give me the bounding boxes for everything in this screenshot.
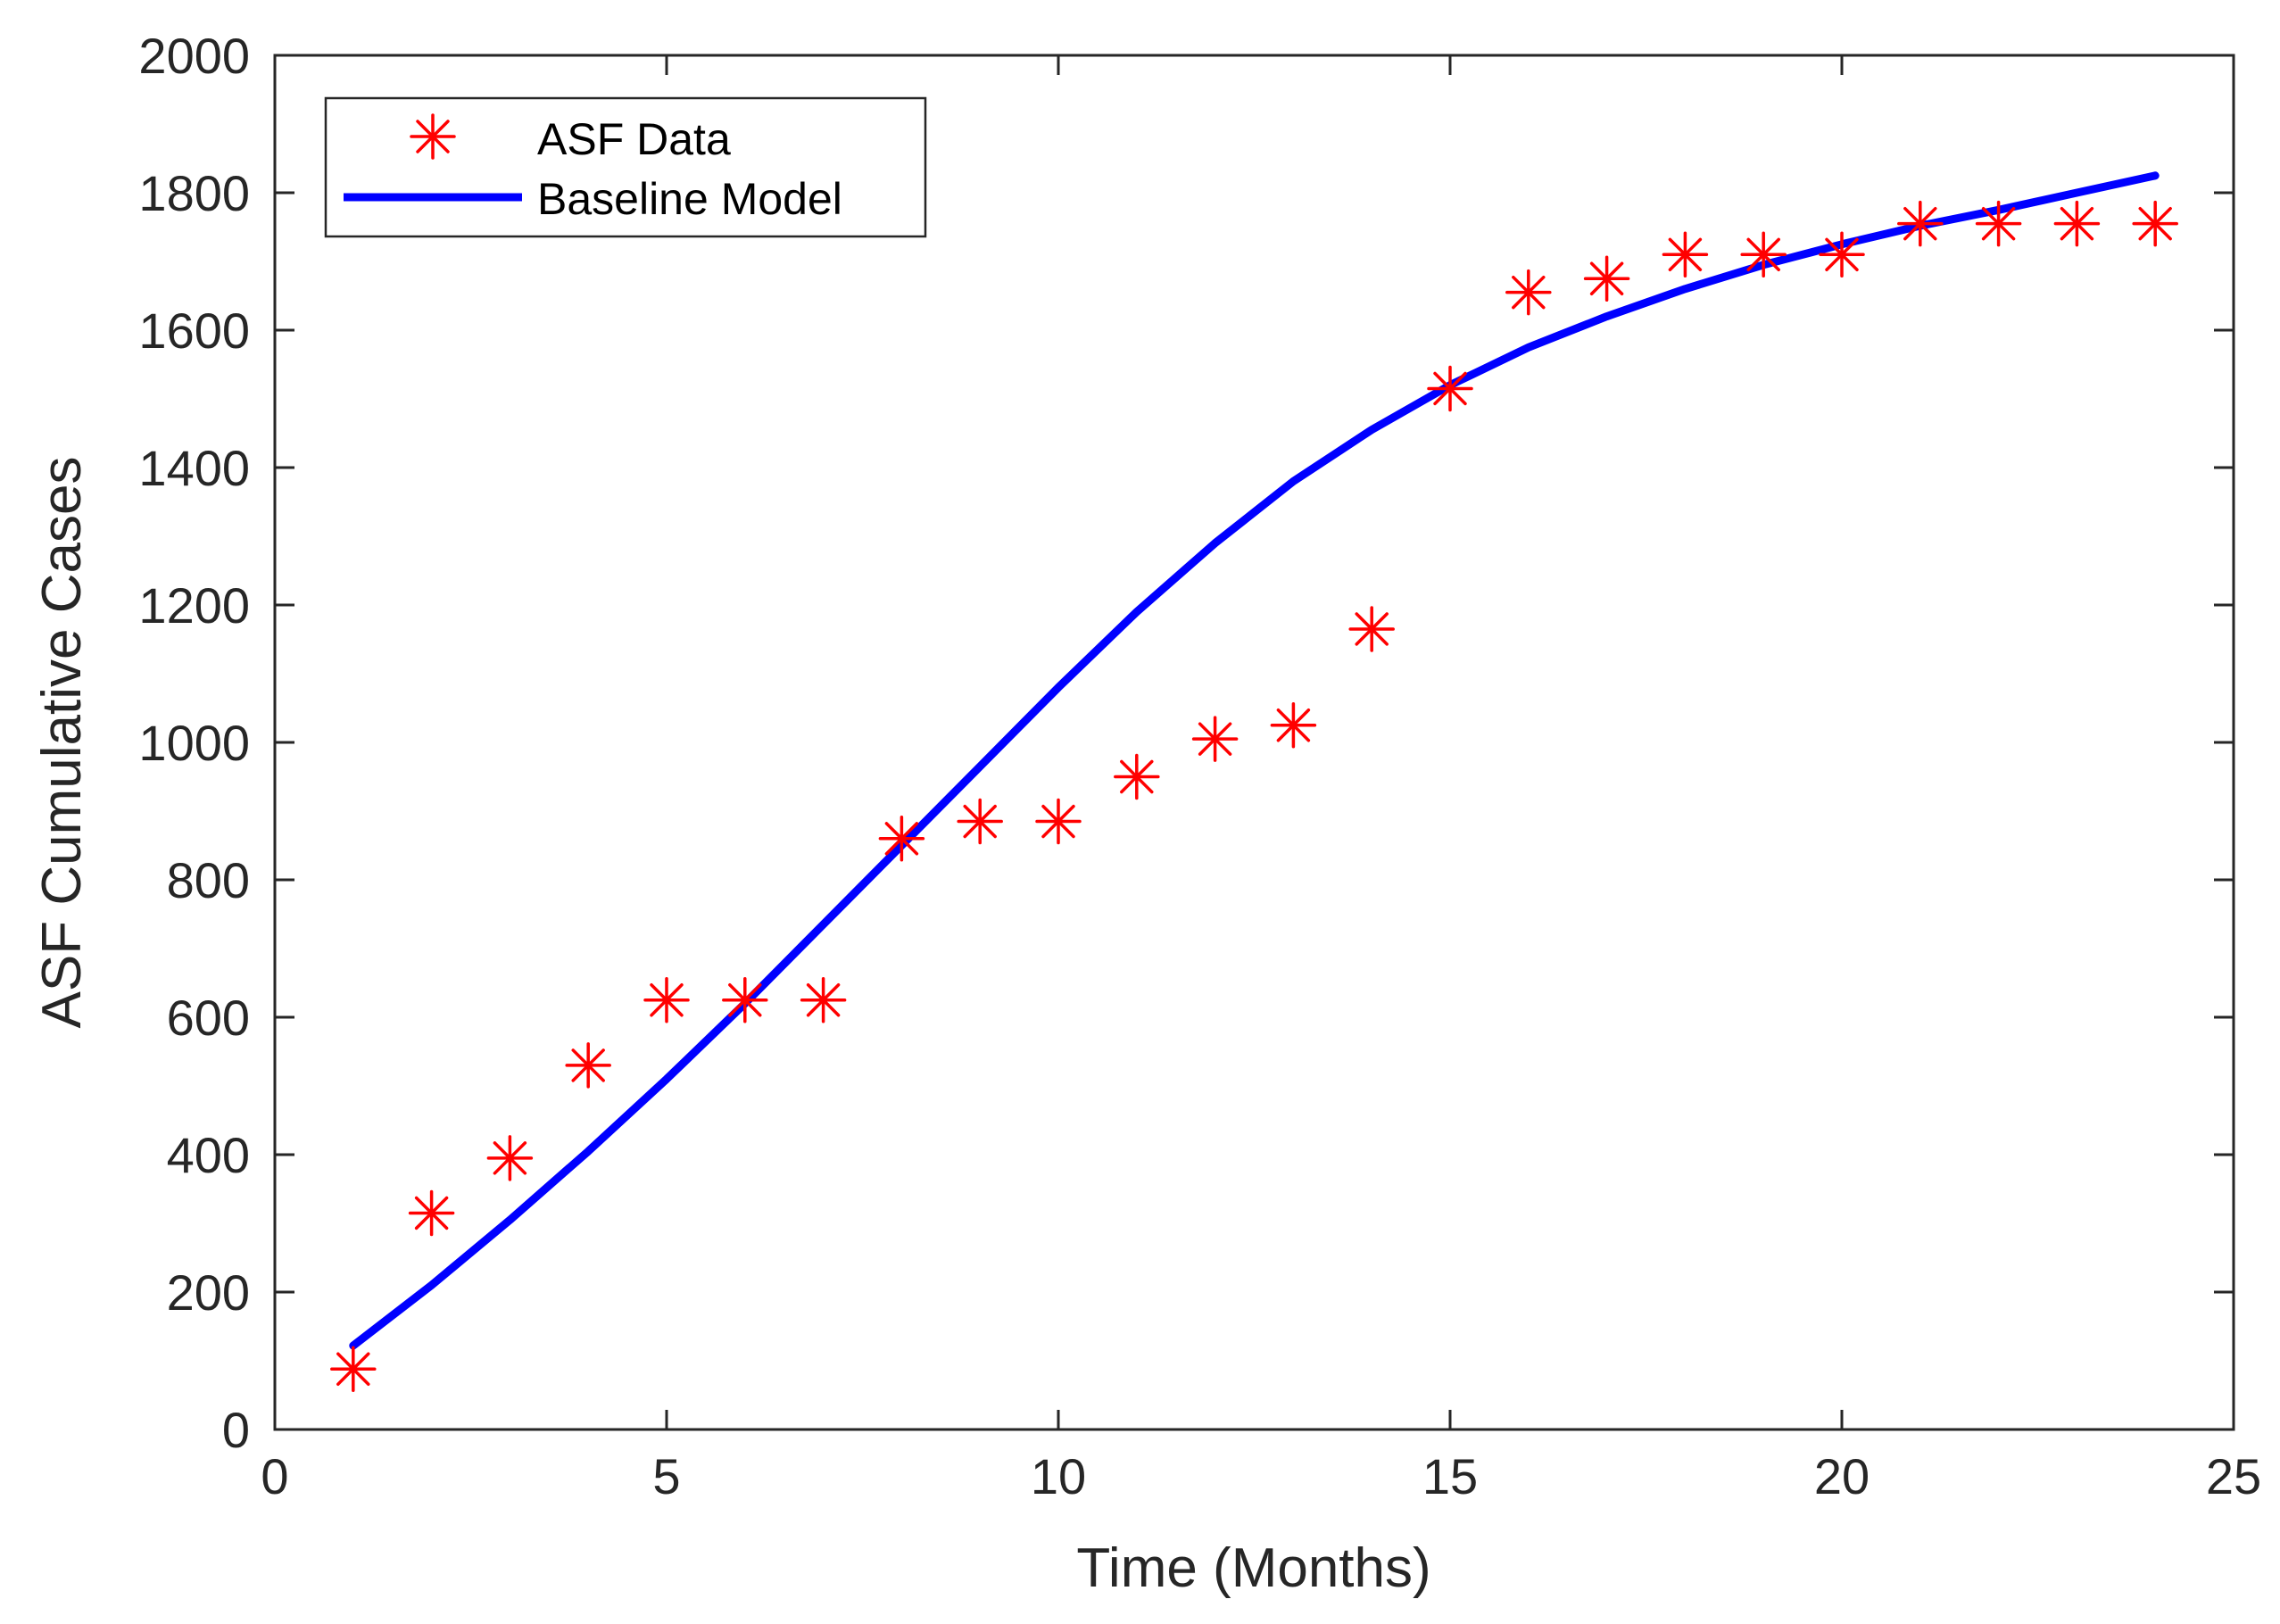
data-point-asf <box>1191 716 1239 762</box>
y-tick-label: 200 <box>167 1264 250 1321</box>
data-point-asf <box>1897 200 1944 247</box>
y-tick-label: 1200 <box>138 577 250 634</box>
data-point-asf <box>957 798 1003 845</box>
data-point-asf <box>1348 606 1395 652</box>
y-axis-title: ASF Cumulative Cases <box>31 457 93 1029</box>
x-tick-label: 20 <box>1814 1448 1870 1504</box>
y-tick-labels: 0 200 400 600 800 1000 1200 1400 1600 1800 2000 <box>138 28 250 1458</box>
data-point-asf <box>1740 231 1787 278</box>
x-tick-label: 15 <box>1422 1448 1478 1504</box>
y-tick-label: 1600 <box>138 302 250 359</box>
data-point-asf <box>878 816 925 862</box>
x-tick-label: 5 <box>652 1448 680 1504</box>
legend-box <box>324 96 927 238</box>
y-tick-label: 1400 <box>138 440 250 496</box>
x-tick-labels: 0 5 10 15 20 25 <box>261 1448 2261 1504</box>
data-point-asf <box>1505 269 1552 316</box>
data-point-asf <box>1114 753 1160 800</box>
legend-marker-asf-data <box>410 113 456 160</box>
data-point-asf <box>1583 255 1630 302</box>
axis-ticks <box>273 54 2235 1431</box>
data-point-asf <box>1819 231 1865 278</box>
data-point-asf <box>800 977 847 1023</box>
data-point-asf <box>1270 702 1317 749</box>
data-point-asf <box>486 1135 534 1181</box>
legend-label-asf-data: ASF Data <box>537 114 731 164</box>
x-tick-label: 10 <box>1031 1448 1086 1504</box>
legend-label-baseline-model: Baseline Model <box>537 174 842 224</box>
y-tick-label: 600 <box>167 990 250 1046</box>
y-tick-label: 1800 <box>138 165 250 221</box>
y-tick-label: 1000 <box>138 715 250 771</box>
data-point-asf <box>2132 200 2178 247</box>
data-point-asf <box>1662 231 1709 278</box>
legend: ASF Data Baseline Model <box>324 96 927 238</box>
data-point-asf <box>330 1346 377 1392</box>
y-tick-label: 2000 <box>138 28 250 84</box>
x-tick-label: 0 <box>261 1448 288 1504</box>
data-point-asf <box>1427 365 1473 412</box>
data-point-asf <box>408 1189 455 1237</box>
data-point-asf <box>643 977 690 1023</box>
y-tick-label: 0 <box>222 1402 250 1458</box>
x-axis-title: Time (Months) <box>1076 1537 1430 1599</box>
data-point-asf <box>1035 798 1082 845</box>
data-point-asf <box>565 1042 611 1089</box>
legend-asterisk <box>410 113 456 160</box>
y-tick-label: 800 <box>167 852 250 908</box>
x-tick-label: 25 <box>2206 1448 2261 1504</box>
y-tick-label: 400 <box>167 1127 250 1183</box>
data-point-asf <box>1975 200 2022 247</box>
data-point-asf <box>2053 200 2101 247</box>
data-point-asf <box>722 977 768 1023</box>
plot-marks <box>330 171 2178 1392</box>
